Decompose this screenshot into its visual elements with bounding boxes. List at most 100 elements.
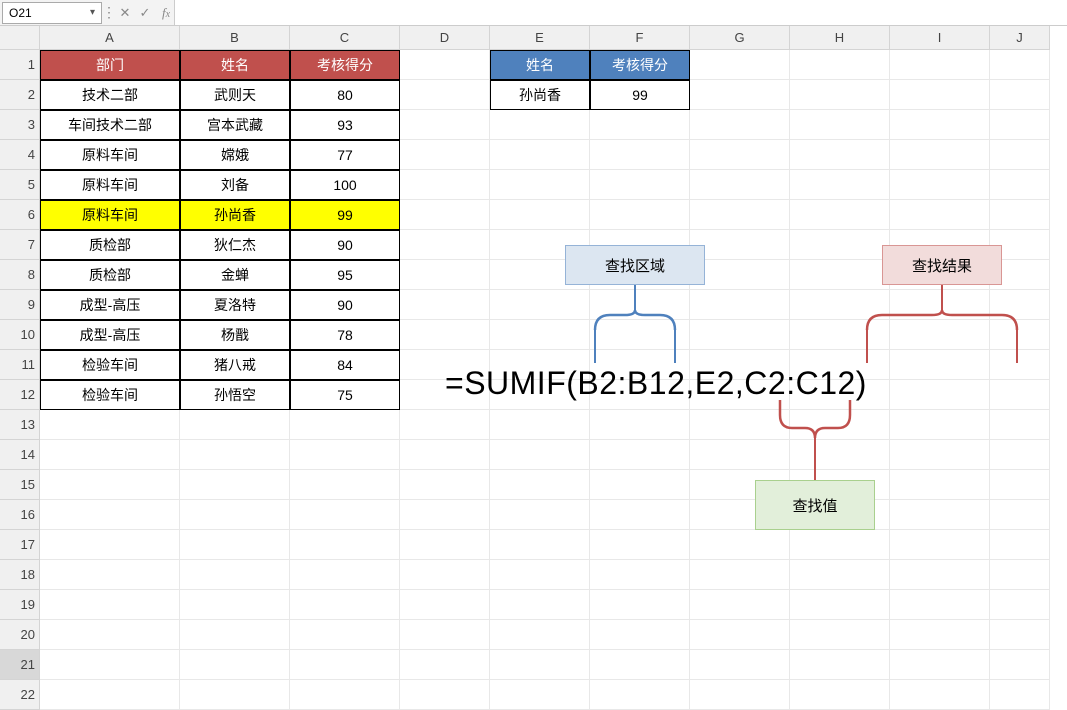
cell[interactable]: [290, 560, 400, 590]
cell[interactable]: [40, 410, 180, 440]
cell[interactable]: [490, 590, 590, 620]
cell[interactable]: [790, 590, 890, 620]
column-header[interactable]: A: [40, 26, 180, 50]
cell[interactable]: [790, 530, 890, 560]
cell[interactable]: [180, 530, 290, 560]
cell[interactable]: [990, 50, 1050, 80]
cell[interactable]: [690, 560, 790, 590]
cell[interactable]: [790, 650, 890, 680]
row-header[interactable]: 7: [0, 230, 40, 260]
cell[interactable]: [590, 650, 690, 680]
cell[interactable]: [290, 590, 400, 620]
cell[interactable]: [890, 380, 990, 410]
cell[interactable]: [990, 350, 1050, 380]
row-header[interactable]: 19: [0, 590, 40, 620]
cell[interactable]: [690, 200, 790, 230]
cell[interactable]: [180, 560, 290, 590]
cell[interactable]: 84: [290, 350, 400, 380]
column-header[interactable]: C: [290, 26, 400, 50]
cell[interactable]: [790, 320, 890, 350]
cell[interactable]: [490, 530, 590, 560]
row-header[interactable]: 12: [0, 380, 40, 410]
cell[interactable]: [490, 500, 590, 530]
cell[interactable]: [690, 410, 790, 440]
cell[interactable]: [790, 200, 890, 230]
cell[interactable]: [890, 530, 990, 560]
cell[interactable]: [180, 470, 290, 500]
cell[interactable]: [400, 680, 490, 710]
name-box[interactable]: O21 ▾: [2, 2, 102, 24]
cell[interactable]: [790, 410, 890, 440]
cell[interactable]: 75: [290, 380, 400, 410]
cell[interactable]: [990, 650, 1050, 680]
cell[interactable]: [400, 140, 490, 170]
cell[interactable]: [40, 590, 180, 620]
cell[interactable]: [990, 80, 1050, 110]
cell[interactable]: 武则天: [180, 80, 290, 110]
cell[interactable]: [400, 410, 490, 440]
cell[interactable]: 99: [590, 80, 690, 110]
cell[interactable]: [590, 620, 690, 650]
cell[interactable]: 80: [290, 80, 400, 110]
cell[interactable]: 宫本武藏: [180, 110, 290, 140]
cell[interactable]: [690, 650, 790, 680]
cell[interactable]: [990, 410, 1050, 440]
cell[interactable]: [180, 590, 290, 620]
row-header[interactable]: 5: [0, 170, 40, 200]
cell[interactable]: [400, 110, 490, 140]
cell[interactable]: [400, 50, 490, 80]
cell[interactable]: 考核得分: [590, 50, 690, 80]
row-header[interactable]: 20: [0, 620, 40, 650]
cell[interactable]: [790, 230, 890, 260]
select-all-corner[interactable]: [0, 26, 40, 50]
row-header[interactable]: 18: [0, 560, 40, 590]
cell[interactable]: [290, 440, 400, 470]
cell[interactable]: [400, 590, 490, 620]
cell[interactable]: [400, 530, 490, 560]
cell[interactable]: [490, 410, 590, 440]
cell[interactable]: [790, 290, 890, 320]
cell[interactable]: [990, 380, 1050, 410]
cell[interactable]: 95: [290, 260, 400, 290]
row-header[interactable]: 1: [0, 50, 40, 80]
cell[interactable]: [690, 590, 790, 620]
cell[interactable]: [890, 320, 990, 350]
cell[interactable]: [180, 650, 290, 680]
cell[interactable]: 夏洛特: [180, 290, 290, 320]
column-header[interactable]: E: [490, 26, 590, 50]
cell[interactable]: 技术二部: [40, 80, 180, 110]
cell[interactable]: [290, 620, 400, 650]
cell[interactable]: [400, 620, 490, 650]
row-header[interactable]: 14: [0, 440, 40, 470]
cell[interactable]: 检验车间: [40, 380, 180, 410]
row-header[interactable]: 8: [0, 260, 40, 290]
cell[interactable]: [890, 290, 990, 320]
cell[interactable]: [990, 560, 1050, 590]
cell[interactable]: [490, 440, 590, 470]
cell[interactable]: [590, 200, 690, 230]
cell[interactable]: [990, 320, 1050, 350]
cell[interactable]: [890, 590, 990, 620]
cell[interactable]: [400, 560, 490, 590]
cell[interactable]: 姓名: [180, 50, 290, 80]
cell[interactable]: 孙尚香: [490, 80, 590, 110]
cell[interactable]: [180, 410, 290, 440]
row-header[interactable]: 21: [0, 650, 40, 680]
cell[interactable]: [490, 110, 590, 140]
cell[interactable]: [590, 440, 690, 470]
cell[interactable]: [890, 560, 990, 590]
cancel-icon[interactable]: ✕: [116, 5, 134, 21]
cell[interactable]: [590, 500, 690, 530]
cell[interactable]: [590, 590, 690, 620]
cell[interactable]: 杨戬: [180, 320, 290, 350]
cell[interactable]: 原料车间: [40, 140, 180, 170]
cell[interactable]: [490, 560, 590, 590]
cell[interactable]: [400, 230, 490, 260]
cell[interactable]: 90: [290, 290, 400, 320]
cell[interactable]: [40, 530, 180, 560]
cell[interactable]: 质检部: [40, 230, 180, 260]
cell[interactable]: [790, 560, 890, 590]
cell[interactable]: 金蝉: [180, 260, 290, 290]
cell[interactable]: [490, 680, 590, 710]
cell[interactable]: [890, 680, 990, 710]
